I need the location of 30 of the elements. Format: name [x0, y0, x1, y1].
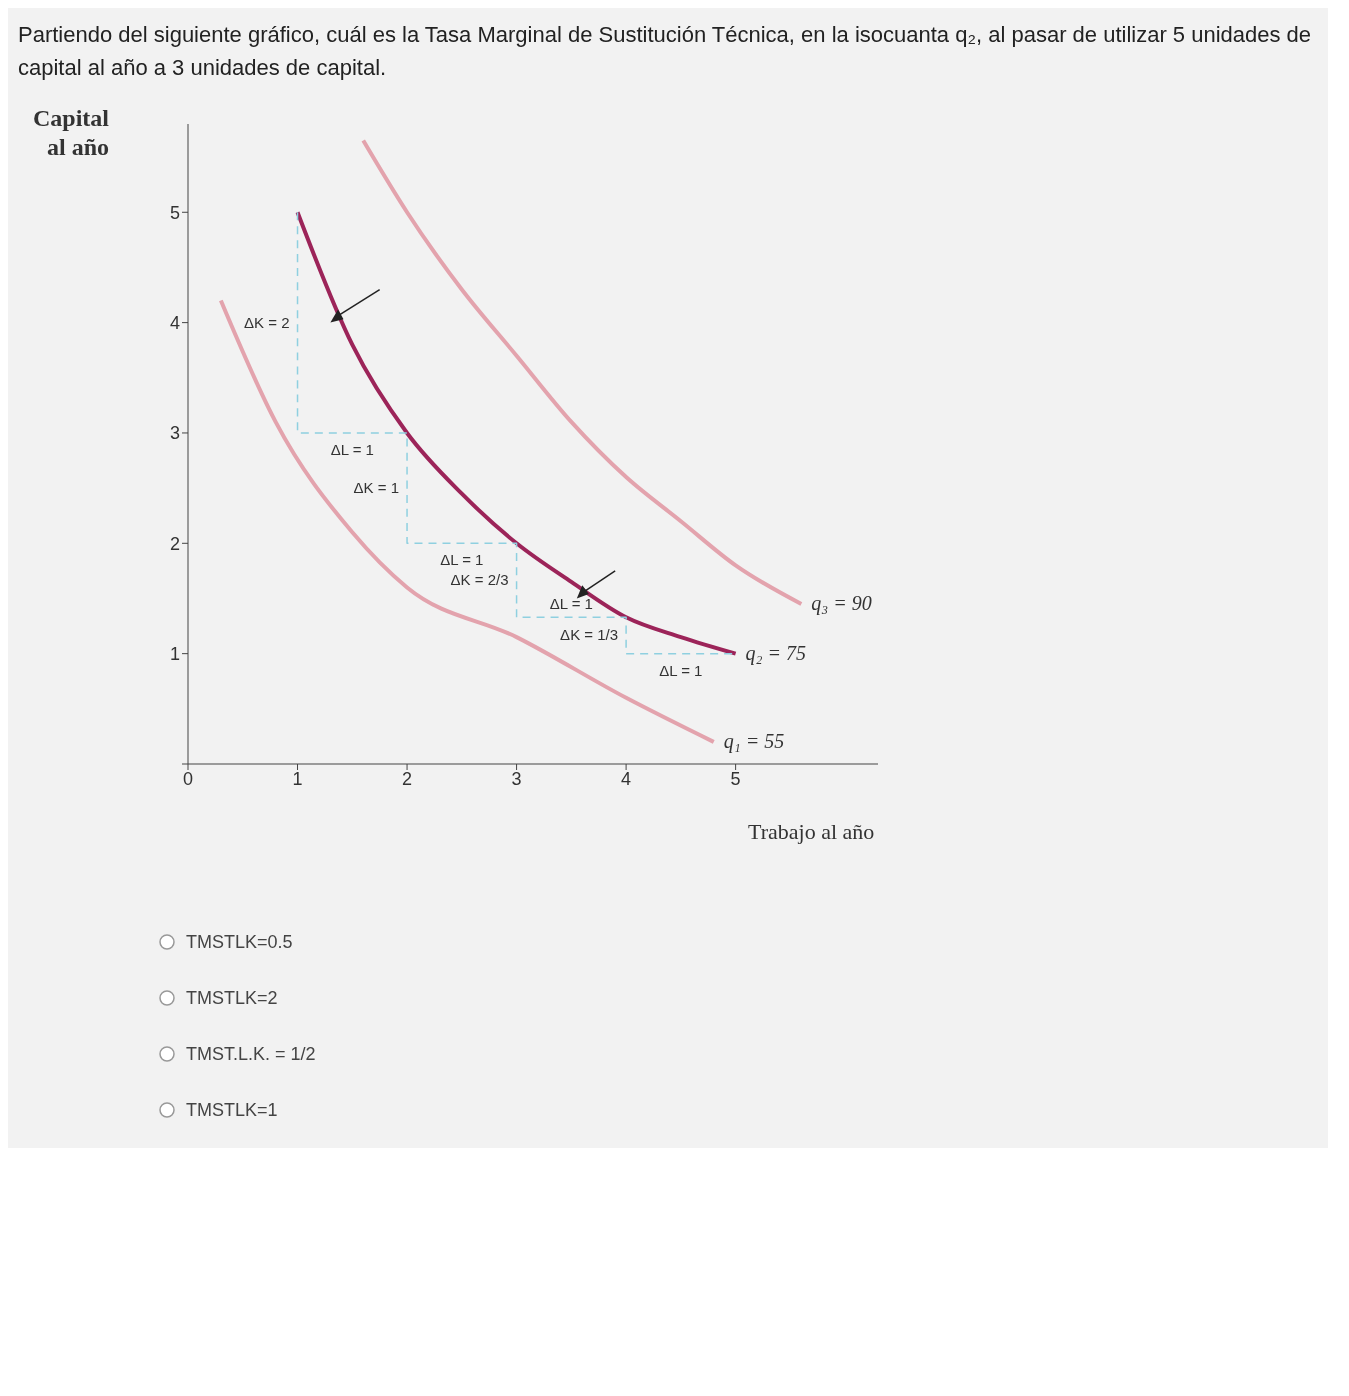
text: TMSTLK=1: [186, 1099, 278, 1121]
y-tick-label: 1: [169, 644, 180, 665]
x-tick-label: 5: [730, 768, 741, 789]
x-tick-label: 1: [292, 768, 303, 789]
annotation: ΔL = 1: [549, 595, 593, 613]
line-series: [218, 298, 716, 744]
y-tick-label: 3: [169, 423, 180, 444]
x-tick-label: 2: [402, 768, 413, 789]
annotation: ΔL = 1: [330, 440, 374, 458]
annotation: ΔL = 1: [659, 661, 703, 679]
series-label: q₃ = 90: [811, 592, 872, 615]
x-tick-label: 0: [182, 768, 194, 789]
x-tick-label: 3: [511, 768, 522, 789]
y-tick-label: 5: [169, 202, 180, 223]
text: TMSTLK=0.5: [186, 931, 293, 953]
chart-title: Partiendo del siguiente gráfico, cuál es la Tasa Marginal de Sustitución Técnica, en la isocuanta q₂, al pasar de utilizar 5 unidades de capital al año a 3 unidades de capital.: [18, 21, 1313, 82]
text: TMST.L.K. = 1/2: [186, 1043, 316, 1065]
x-tick-label: 4: [621, 768, 632, 789]
y-axis-title: Capital al año: [33, 104, 110, 162]
annotation: ΔK = 1: [353, 479, 400, 497]
annotation: ΔK = 1/3: [560, 626, 619, 644]
y-tick-label: 2: [169, 533, 180, 554]
annotation: ΔK = 2/3: [450, 571, 509, 589]
annotation: ΔK = 2: [244, 313, 290, 331]
series-label: q₁ = 55: [723, 729, 785, 753]
series-label: q₂ = 75: [745, 641, 807, 665]
x-axis-title: Trabajo al año: [748, 819, 875, 845]
y-tick-label: 4: [169, 313, 180, 334]
text: TMSTLK=2: [186, 987, 278, 1009]
annotation: ΔL = 1: [440, 551, 484, 569]
